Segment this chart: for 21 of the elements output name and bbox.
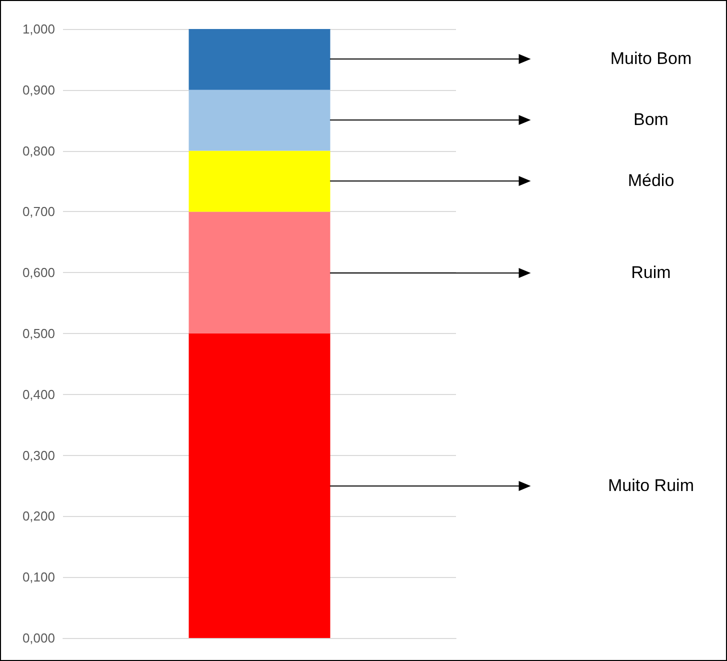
y-tick-label: 0,600 [22,265,55,280]
text: Ruim [630,262,672,283]
text: Bom [632,110,670,130]
y-tick-label: 0,000 [22,630,55,646]
bar [188,334,330,638]
bar [188,212,330,334]
y-tick-label: 0,200 [22,508,55,524]
text: Muito Bom [609,49,693,70]
text: Muito Ruim [607,476,695,496]
y-tick-label: 0,400 [22,386,55,402]
y-tick-label: 0,800 [22,143,55,158]
y-tick-label: 0,100 [22,570,55,585]
y-tick-label: 0,300 [22,448,55,463]
bar [188,150,330,212]
bar [188,29,330,90]
y-tick-label: 0,700 [22,204,55,220]
y-tick-label: 1,000 [22,22,55,36]
y-tick-label: 0,500 [22,326,55,341]
y-tick-label: 0,900 [22,82,55,98]
text: Médio [626,171,676,192]
bar [188,90,330,151]
